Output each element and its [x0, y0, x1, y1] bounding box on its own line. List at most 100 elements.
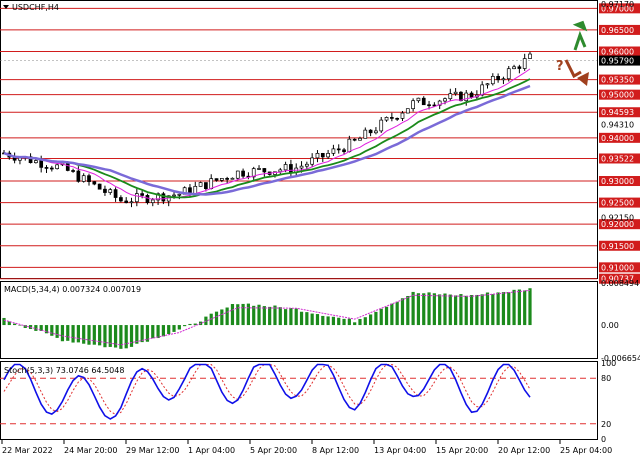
candle-body — [235, 170, 240, 179]
candle-body — [368, 129, 373, 134]
candle-body — [198, 182, 203, 187]
macd-histogram-bar — [50, 325, 54, 336]
candle-body — [448, 93, 453, 100]
macd-axis-label: -0.006654 — [601, 354, 640, 363]
macd-histogram-bar — [92, 325, 96, 345]
price-level-label: 0.95000 — [601, 91, 634, 100]
price-level-badge — [599, 74, 640, 85]
macd-histogram-bar — [119, 325, 123, 349]
macd-histogram-bar — [278, 307, 282, 326]
current-price-badge — [599, 55, 640, 66]
macd-histogram-bar — [315, 314, 320, 326]
candle-body — [347, 138, 352, 153]
macd-histogram-bar — [321, 315, 325, 326]
current-price-label: 0.95790 — [601, 57, 634, 66]
candle-body — [405, 108, 410, 114]
candle-body — [315, 153, 320, 159]
macd-histogram-bar — [427, 292, 431, 326]
question-mark-icon: ? — [556, 59, 564, 74]
macd-histogram-bar — [129, 325, 134, 347]
candle-body — [395, 117, 400, 120]
macd-histogram-bar — [400, 298, 405, 326]
macd-histogram-bar — [353, 322, 357, 326]
candle-body — [320, 153, 325, 158]
candle-body — [363, 129, 368, 139]
symbol-header[interactable]: USDCHF,H4 — [3, 3, 59, 12]
macd-histogram-bar — [103, 325, 107, 348]
candle-body — [97, 183, 102, 190]
price-level-label: 0.92500 — [601, 199, 634, 208]
time-axis-label: 24 Mar 20:00 — [64, 446, 117, 455]
price-level-label: 0.93000 — [601, 177, 634, 186]
candle-body — [342, 149, 346, 153]
candle-body — [87, 175, 91, 183]
macd-histogram-bar — [108, 325, 112, 347]
macd-histogram-bar — [501, 292, 506, 326]
macd-histogram-bar — [188, 323, 192, 326]
macd-histogram-bar — [236, 304, 240, 326]
candle-body — [490, 75, 495, 85]
macd-histogram-bar — [257, 304, 261, 326]
macd-histogram-bar — [60, 325, 65, 342]
candle-body — [113, 189, 118, 198]
candle-body — [108, 189, 113, 193]
macd-histogram-bar — [252, 305, 256, 326]
macd-histogram-bar — [369, 314, 373, 326]
candle-body — [161, 193, 166, 202]
macd-histogram-bar — [379, 308, 383, 326]
macd-histogram-bar — [507, 292, 511, 326]
time-axis-label: 29 Mar 12:00 — [126, 446, 179, 455]
macd-histogram-bar — [246, 303, 251, 326]
candle-body — [299, 165, 304, 169]
macd-histogram-bar — [480, 294, 484, 326]
time-axis-label: 1 Apr 04:00 — [188, 446, 235, 455]
macd-histogram-bar — [13, 323, 17, 326]
price-level-badge — [599, 107, 640, 118]
candle-body — [331, 148, 336, 154]
price-level-badge — [599, 89, 640, 100]
candle-body — [278, 169, 283, 173]
candle-body — [480, 84, 485, 96]
macd-histogram-bar — [167, 325, 171, 335]
candle-body — [150, 199, 155, 203]
macd-histogram-bar — [384, 306, 389, 326]
macd-histogram-bar — [331, 316, 336, 326]
macd-histogram-bar — [358, 318, 362, 326]
macd-histogram-bar — [454, 295, 458, 326]
price-panel[interactable] — [0, 0, 598, 279]
macd-histogram-bar — [273, 305, 277, 326]
price-level-badge — [599, 240, 640, 251]
macd-histogram-bar — [422, 293, 426, 326]
stoch-axis-label: 20 — [601, 420, 611, 429]
macd-histogram-bar — [177, 325, 181, 330]
candle-body — [193, 185, 198, 195]
macd-histogram-bar — [55, 325, 59, 338]
candle-body — [230, 177, 235, 180]
candle-body — [336, 148, 341, 151]
candle-body — [459, 91, 463, 102]
macd-histogram-bar — [416, 293, 421, 326]
candle-body — [103, 188, 107, 193]
candle-body — [209, 178, 214, 190]
candle-body — [517, 66, 522, 69]
macd-histogram-bar — [113, 325, 118, 348]
candle-body — [443, 98, 447, 102]
triangle-down-icon[interactable] — [3, 5, 9, 9]
candle-body — [506, 68, 511, 80]
candle-body — [384, 117, 389, 121]
candle-body — [390, 117, 394, 119]
price-level-badge — [599, 46, 640, 57]
price-level-badge — [599, 262, 640, 273]
macd-histogram-bar — [193, 323, 197, 326]
stoch-panel[interactable] — [0, 361, 598, 440]
candle-body — [65, 162, 70, 171]
moving-averages — [3, 68, 531, 200]
macd-histogram-bar — [299, 311, 304, 326]
price-level-badge — [599, 3, 640, 14]
candle-body — [124, 200, 129, 204]
candle-body — [326, 152, 330, 158]
candle-body — [374, 130, 378, 134]
macd-histogram-bar — [39, 325, 43, 331]
